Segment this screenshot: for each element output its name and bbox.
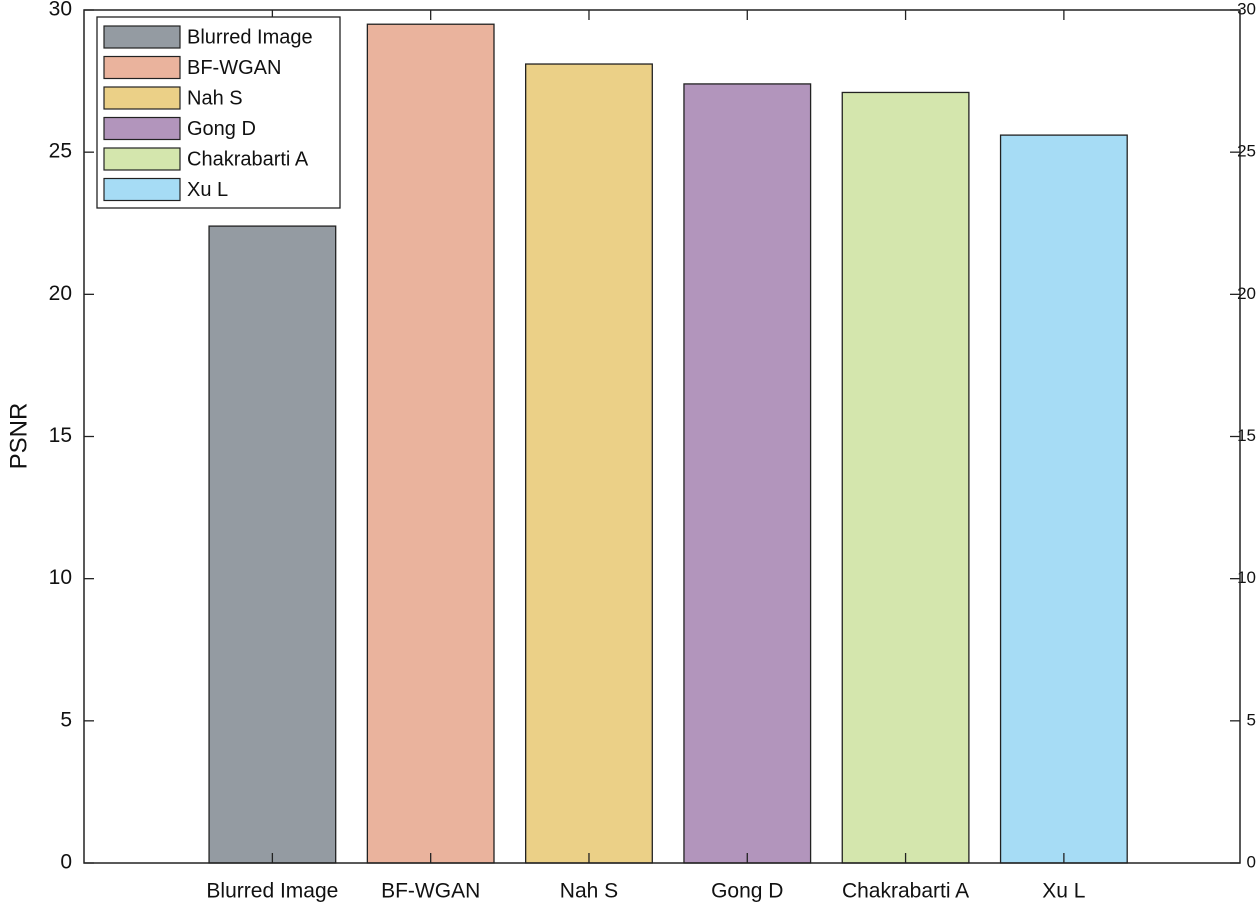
x-tick-label: BF-WGAN [381,880,480,903]
y-tick-label: 30 [49,0,72,21]
y2-tick-label: 30 [1237,0,1256,18]
y2-tick-label: 5 [1247,710,1256,729]
legend-swatch [103,177,181,202]
legend-label: Xu L [187,179,228,201]
legend-swatch [103,116,181,141]
y-axis-label: PSNR [5,403,32,470]
x-tick-label: Chakrabarti A [842,880,969,903]
legend-label: Nah S [187,87,243,109]
legend-box [96,16,341,209]
y2-tick-label: 10 [1237,568,1256,587]
axes-box [83,9,1241,864]
legend-swatch [103,147,181,171]
legend: Blurred Image BF-WGAN Nah S Gong D Chakrabar… [96,16,341,209]
legend-swatch [103,86,181,110]
x-tick-label: Gong D [711,880,783,903]
y2-tick-label: 15 [1237,426,1256,445]
legend-label: Blurred Image [187,26,313,48]
legend-label: Chakrabarti A [187,148,309,170]
y-tick-label: 20 [49,282,72,305]
y-tick-label: 15 [49,424,72,447]
x-tick-label: Blurred Image [206,880,338,903]
y2-tick-label: 25 [1237,142,1256,161]
bar [841,91,970,864]
legend-swatch [103,25,181,49]
bar [366,23,495,864]
x-tick-label: Nah S [560,880,618,903]
legend-label: Gong D [187,118,256,140]
bar [525,63,653,864]
bar [683,83,812,864]
y-tick-label: 5 [60,708,72,731]
y-tick-label: 25 [49,140,72,163]
x-tick-label: Xu L [1042,880,1085,903]
y-tick-label: 0 [60,851,72,874]
y2-tick-label: 0 [1247,852,1256,871]
legend-label: BF-WGAN [187,57,281,79]
y-tick-label: 10 [49,566,72,589]
bar [999,134,1128,864]
y2-tick-label: 20 [1237,284,1256,303]
bar [208,225,337,864]
legend-swatch [103,55,181,80]
